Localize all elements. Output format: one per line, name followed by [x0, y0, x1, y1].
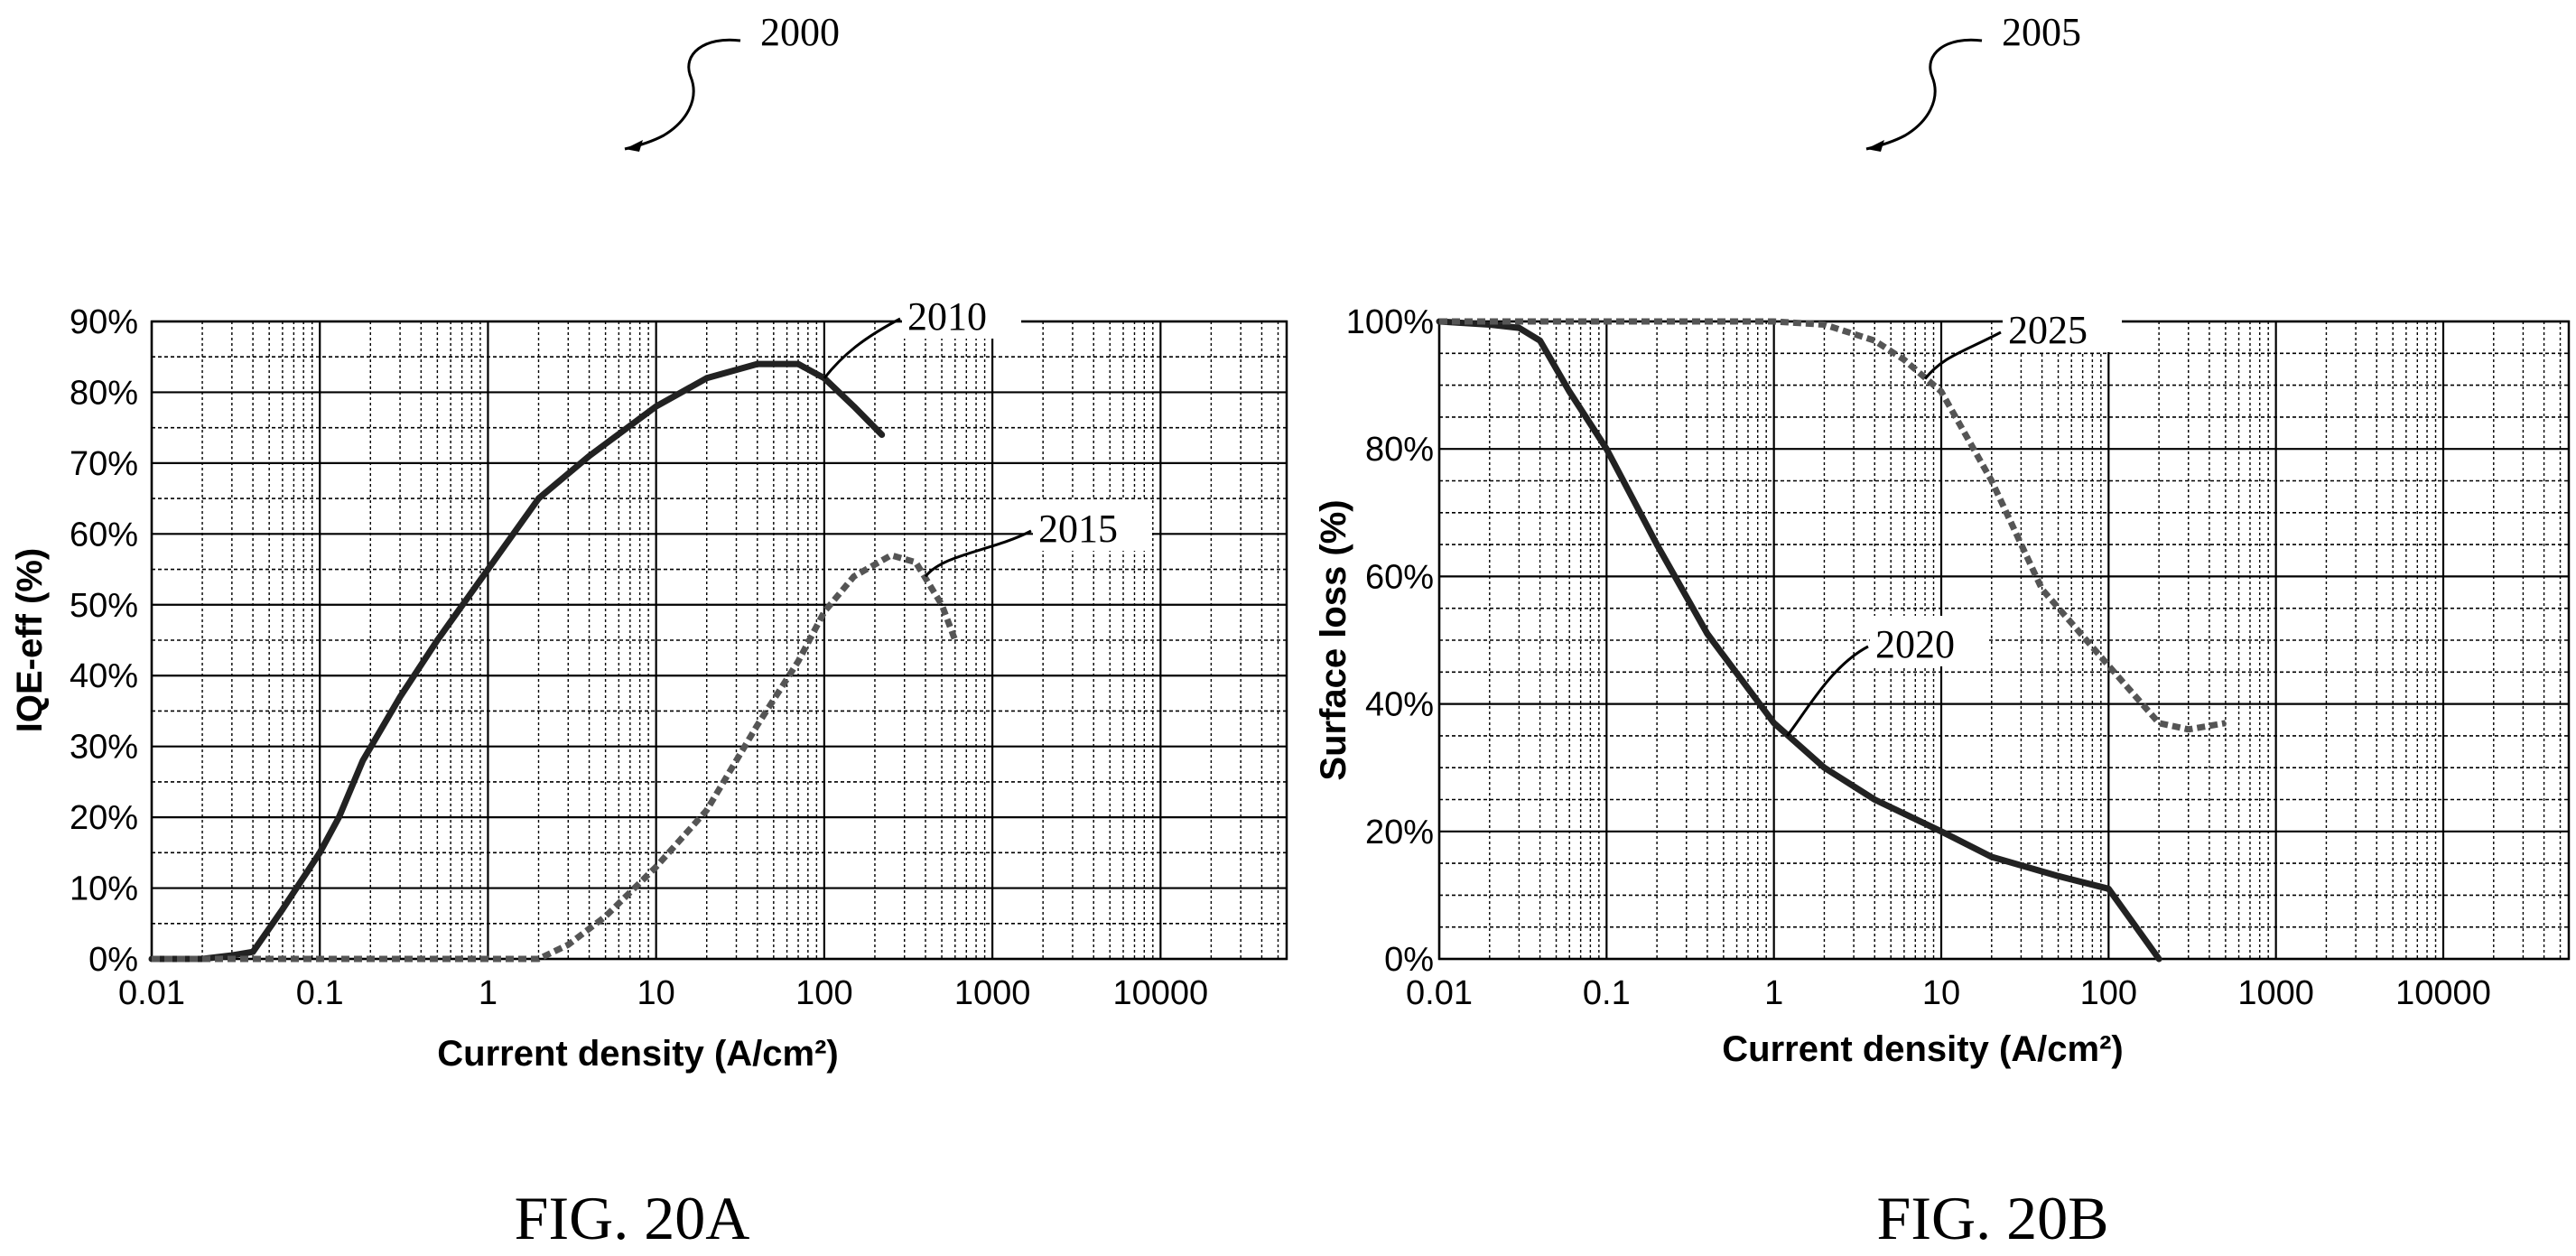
series-label-2020: 2020	[1786, 616, 1989, 737]
x-tick-label: 100	[795, 974, 852, 1012]
y-tick-label: 50%	[70, 587, 138, 625]
series-line-2010	[148, 360, 886, 963]
x-tick-labels: 0.01 0.1 1 10 100 1000 10000	[1406, 974, 2491, 1012]
y-tick-label: 40%	[1365, 686, 1434, 724]
y-tick-label: 0%	[88, 941, 138, 979]
series-label-text: 2015	[1038, 507, 1118, 551]
figure-ref-2000-arrow	[624, 38, 741, 151]
x-tick-label: 100	[2080, 974, 2137, 1012]
x-tick-label: 10	[1922, 974, 1960, 1012]
x-tick-label: 0.1	[296, 974, 344, 1012]
y-axis-label: IQE-eff (%)	[10, 548, 50, 732]
series-line-2025	[1439, 318, 2227, 733]
grid	[150, 320, 1287, 961]
series-label-text: 2010	[907, 294, 987, 339]
x-tick-labels: 0.01 0.1 1 10 100 1000 10000	[118, 974, 1208, 1012]
caption-fig-20a: FIG. 20A	[515, 1184, 750, 1252]
series-label-leader	[823, 317, 901, 379]
y-tick-label: 10%	[70, 870, 138, 908]
figure-ref-2000-arrowhead	[625, 140, 643, 152]
series-label-leader	[1923, 330, 2002, 380]
y-axis-label: Surface loss (%)	[1314, 499, 1353, 780]
series-label-text: 2025	[2008, 308, 2088, 352]
x-tick-label: 1	[1764, 974, 1783, 1012]
series-label-bg	[2003, 302, 2122, 352]
x-axis-label: Current density (A/cm²)	[437, 1034, 839, 1074]
figure-ref-2000-label: 2000	[760, 10, 840, 54]
chart-fig-20b: 0.01 0.1 1 10 100 1000 10000 0% 20% 40% 60% 80% 100%…	[1314, 302, 2571, 1069]
chart-fig-20a: 0.01 0.1 1 10 100 1000 10000 0% 10% 20% 30% 40% 50% 6…	[10, 288, 1288, 1074]
y-tick-label: 60%	[1365, 558, 1434, 596]
plot-frame	[150, 320, 1288, 961]
series-label-bg	[902, 288, 1021, 339]
y-tick-label: 80%	[70, 374, 138, 412]
x-tick-label: 10000	[2395, 974, 2491, 1012]
series-label-leader	[1786, 645, 1869, 737]
y-tick-label: 20%	[70, 799, 138, 837]
x-tick-label: 1000	[2237, 974, 2314, 1012]
y-tick-label: 30%	[70, 729, 138, 767]
y-tick-label: 20%	[1365, 814, 1434, 851]
figure-ref-2005-arrow	[1865, 38, 1983, 151]
series-label-bg	[1870, 616, 1989, 666]
figure-ref-2000: 2000	[624, 10, 840, 152]
series-label-2025: 2025	[1923, 302, 2122, 380]
y-tick-label: 0%	[1384, 941, 1434, 979]
y-tick-label: 100%	[1346, 303, 1434, 341]
x-tick-label: 0.01	[118, 974, 185, 1012]
x-tick-label: 0.01	[1406, 974, 1473, 1012]
series-label-2010: 2010	[823, 288, 1021, 379]
y-tick-labels: 0% 20% 40% 60% 80% 100%	[1346, 303, 1434, 979]
y-tick-label: 70%	[70, 445, 138, 483]
series-label-2015: 2015	[924, 500, 1152, 578]
x-tick-label: 1000	[954, 974, 1031, 1012]
caption-fig-20b: FIG. 20B	[1877, 1184, 2109, 1252]
x-tick-label: 0.1	[1583, 974, 1631, 1012]
figure-ref-2005: 2005	[1865, 10, 2081, 152]
series-line-2020	[1436, 318, 2162, 963]
y-tick-labels: 0% 10% 20% 30% 40% 50% 60% 70% 80% 90%	[70, 303, 138, 979]
y-tick-label: 60%	[70, 516, 138, 554]
x-tick-label: 1	[479, 974, 498, 1012]
figure-ref-2005-label: 2005	[2002, 10, 2081, 54]
x-tick-label: 10000	[1112, 974, 1208, 1012]
x-tick-label: 10	[637, 974, 675, 1012]
y-tick-label: 80%	[1365, 431, 1434, 469]
series-label-text: 2020	[1875, 622, 1955, 666]
series-line-2015	[152, 552, 959, 963]
series-label-leader	[924, 529, 1032, 578]
y-tick-label: 90%	[70, 303, 138, 341]
x-axis-label: Current density (A/cm²)	[1722, 1029, 2124, 1069]
figure-ref-2005-arrowhead	[1866, 140, 1884, 152]
y-tick-label: 40%	[70, 657, 138, 695]
series-label-bg	[1033, 500, 1152, 551]
